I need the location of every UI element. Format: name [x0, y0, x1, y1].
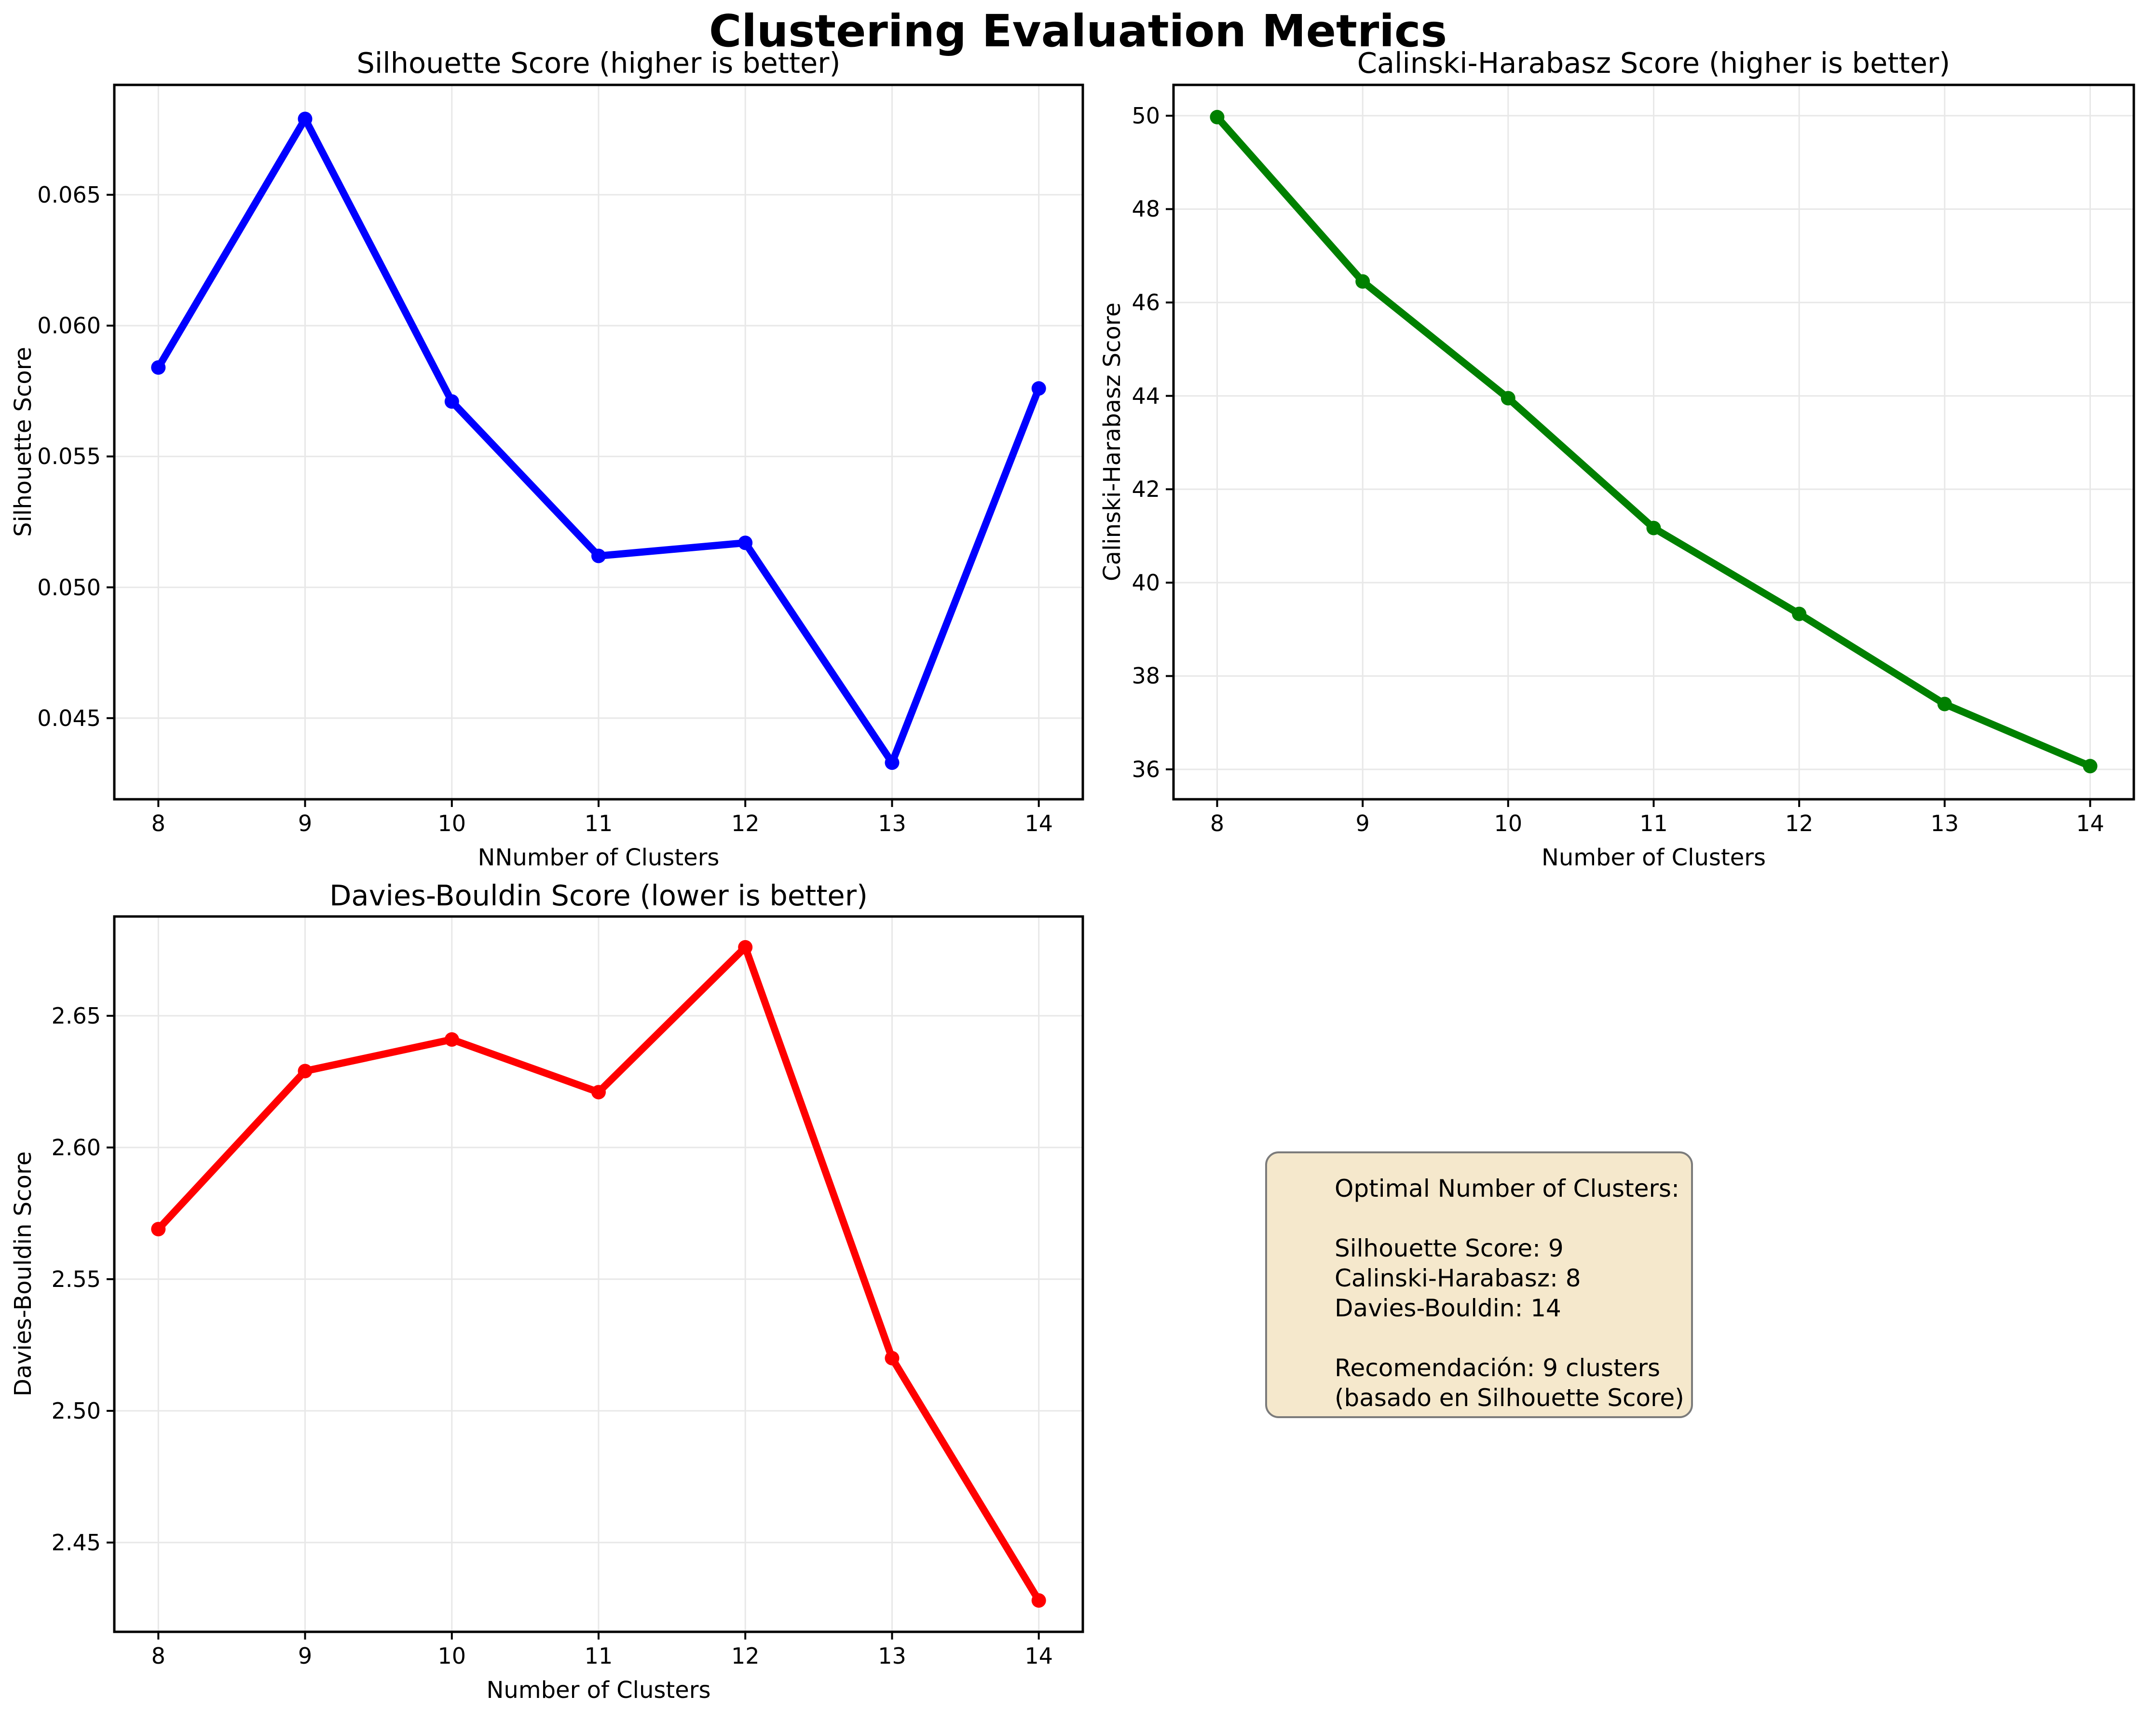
data-point [151, 360, 166, 375]
x-tick-label: 14 [1024, 1643, 1053, 1669]
info-line: Optimal Number of Clusters: [1335, 1175, 1679, 1203]
data-point [1031, 381, 1046, 396]
info-line: Davies-Bouldin: 14 [1335, 1294, 1561, 1322]
x-tick-label: 11 [584, 810, 613, 836]
info-line: Calinski-Harabasz: 8 [1335, 1264, 1581, 1292]
x-tick-label: 10 [437, 810, 466, 836]
axes-frame [113, 83, 1084, 801]
y-tick-label: 44 [1132, 383, 1160, 409]
data-point [885, 1351, 900, 1366]
chart-title: Calinski-Harabasz Score (higher is bette… [1357, 46, 1951, 80]
plot-area [1166, 83, 2135, 807]
data-point [885, 755, 900, 770]
data-point [444, 1032, 459, 1047]
data-point [298, 111, 313, 126]
x-tick-label: 9 [298, 810, 313, 836]
x-tick-label: 12 [1785, 810, 1814, 836]
y-tick-label: 2.55 [51, 1266, 101, 1292]
x-tick-label: 8 [151, 810, 165, 836]
data-point [298, 1064, 313, 1079]
data-point [1646, 520, 1661, 535]
data-point [591, 1085, 606, 1100]
x-tick-label: 10 [1494, 810, 1523, 836]
data-point [1937, 697, 1952, 711]
x-tick-label: 8 [1210, 810, 1225, 836]
y-tick-label: 0.050 [37, 574, 101, 601]
y-tick-label: 0.060 [37, 313, 101, 339]
y-tick-label: 38 [1132, 663, 1160, 689]
x-tick-label: 11 [584, 1643, 613, 1669]
info-line: Silhouette Score: 9 [1335, 1234, 1564, 1262]
y-tick-label: 42 [1132, 476, 1160, 503]
x-tick-label: 14 [1024, 810, 1053, 836]
y-tick-label: 50 [1132, 102, 1160, 129]
x-tick-label: 9 [298, 1643, 313, 1669]
optimal-clusters-info-box: Optimal Number of Clusters: Silhouette S… [1265, 1151, 1693, 1418]
data-point [591, 548, 606, 563]
data-point [738, 940, 753, 955]
y-tick-label: 0.045 [37, 705, 101, 731]
y-tick-label: 2.60 [51, 1134, 101, 1161]
y-tick-label: 40 [1132, 569, 1160, 596]
data-point [1792, 606, 1807, 621]
info-line: Recomendación: 9 clusters [1335, 1354, 1661, 1382]
data-point [1355, 274, 1370, 289]
y-tick-label: 36 [1132, 756, 1160, 783]
y-tick-label: 0.055 [37, 443, 101, 470]
data-point [738, 535, 753, 550]
x-axis-label: NNumber of Clusters [478, 844, 720, 871]
y-tick-label: 2.65 [51, 1002, 101, 1029]
x-tick-label: 12 [731, 1643, 760, 1669]
figure-title: Clustering Evaluation Metrics [709, 5, 1447, 57]
plot-area [107, 83, 1084, 807]
x-tick-label: 12 [731, 810, 760, 836]
data-point [444, 394, 459, 409]
data-point [2083, 759, 2098, 774]
y-tick-label: 46 [1132, 289, 1160, 316]
x-tick-label: 13 [878, 810, 906, 836]
x-tick-label: 9 [1355, 810, 1370, 836]
x-tick-label: 11 [1639, 810, 1668, 836]
data-point [1031, 1593, 1046, 1608]
data-point [1501, 391, 1515, 406]
x-tick-label: 14 [2076, 810, 2104, 836]
y-tick-label: 2.50 [51, 1397, 101, 1424]
y-tick-label: 2.45 [51, 1529, 101, 1556]
axes-frame [1172, 83, 2135, 801]
x-axis-label: Number of Clusters [1542, 844, 1766, 871]
info-line: (basado en Silhouette Score) [1335, 1384, 1684, 1412]
axes-frame [113, 915, 1084, 1633]
x-axis-label: Number of Clusters [486, 1677, 711, 1704]
y-tick-label: 48 [1132, 196, 1160, 222]
chart-title: Davies-Bouldin Score (lower is better) [329, 879, 868, 912]
plot-area [107, 915, 1084, 1640]
x-tick-label: 8 [151, 1643, 165, 1669]
chart-title: Silhouette Score (higher is better) [356, 46, 841, 80]
x-tick-label: 13 [1930, 810, 1959, 836]
x-tick-label: 10 [437, 1643, 466, 1669]
info-line [1335, 1323, 1681, 1353]
y-tick-label: 0.065 [37, 181, 101, 208]
info-line [1335, 1203, 1681, 1233]
info-box-text: Optimal Number of Clusters: Silhouette S… [1335, 1174, 1684, 1413]
data-point [151, 1222, 166, 1237]
data-point [1210, 109, 1225, 124]
x-tick-label: 13 [878, 1643, 906, 1669]
